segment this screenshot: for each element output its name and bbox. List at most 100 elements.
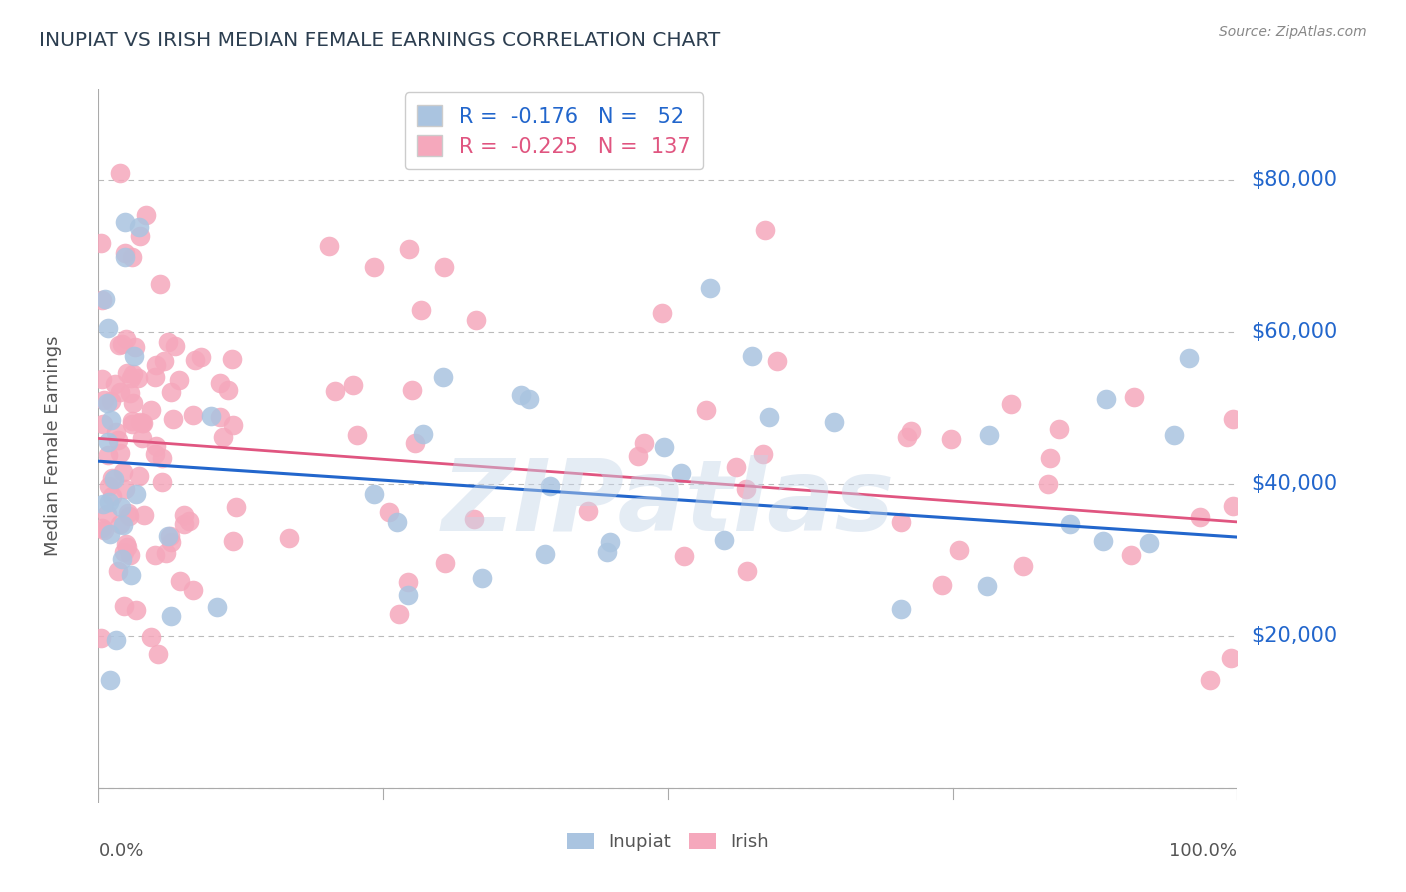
Point — [160, 534, 183, 549]
Point — [124, 340, 146, 354]
Point — [208, 376, 231, 391]
Point — [401, 384, 423, 398]
Point — [633, 436, 655, 450]
Point — [671, 466, 693, 480]
Point — [318, 239, 340, 253]
Point — [108, 385, 131, 400]
Point — [221, 351, 243, 366]
Text: INUPIAT VS IRISH MEDIAN FEMALE EARNINGS CORRELATION CHART: INUPIAT VS IRISH MEDIAN FEMALE EARNINGS … — [39, 31, 721, 50]
Point — [163, 339, 186, 353]
Point — [931, 577, 953, 591]
Point — [131, 416, 153, 430]
Point — [627, 449, 650, 463]
Point — [93, 393, 115, 408]
Point — [1011, 559, 1033, 574]
Text: Source: ZipAtlas.com: Source: ZipAtlas.com — [1219, 25, 1367, 39]
Point — [146, 647, 169, 661]
Point — [143, 548, 166, 562]
Point — [122, 396, 145, 410]
Point — [90, 293, 112, 307]
Point — [143, 447, 166, 461]
Point — [754, 223, 776, 237]
Point — [150, 475, 173, 489]
Point — [122, 349, 145, 363]
Point — [205, 600, 228, 615]
Point — [463, 512, 485, 526]
Point — [120, 567, 142, 582]
Point — [90, 236, 112, 251]
Point — [651, 305, 673, 319]
Point — [1092, 534, 1115, 549]
Point — [114, 483, 136, 497]
Point — [157, 528, 180, 542]
Point — [433, 260, 456, 274]
Point — [890, 515, 912, 529]
Point — [114, 332, 136, 346]
Point — [98, 673, 121, 687]
Point — [190, 350, 212, 364]
Point — [183, 583, 205, 598]
Point — [125, 602, 148, 616]
Point — [97, 479, 120, 493]
Point — [145, 359, 167, 373]
Point — [432, 369, 454, 384]
Point — [104, 425, 127, 440]
Point — [396, 588, 419, 602]
Point — [120, 548, 142, 562]
Point — [1219, 651, 1241, 665]
Point — [111, 552, 134, 566]
Point — [735, 564, 758, 578]
Point — [134, 508, 156, 522]
Point — [890, 602, 912, 616]
Point — [131, 417, 153, 431]
Point — [595, 545, 617, 559]
Point — [98, 495, 121, 509]
Point — [1121, 548, 1143, 562]
Point — [90, 521, 112, 535]
Point — [323, 384, 346, 399]
Point — [112, 545, 135, 559]
Point — [93, 523, 115, 537]
Point — [277, 531, 299, 545]
Point — [181, 409, 204, 423]
Point — [156, 335, 179, 350]
Point — [117, 506, 139, 520]
Point — [1036, 477, 1059, 491]
Point — [97, 448, 120, 462]
Point — [1095, 392, 1118, 406]
Point — [96, 507, 118, 521]
Point — [93, 497, 115, 511]
Point — [377, 505, 399, 519]
Point — [673, 549, 696, 563]
Text: $80,000: $80,000 — [1251, 170, 1337, 190]
Point — [471, 571, 494, 585]
Point — [977, 427, 1000, 442]
Point — [735, 482, 758, 496]
Point — [145, 439, 167, 453]
Point — [160, 608, 183, 623]
Point — [114, 250, 136, 264]
Point — [173, 508, 195, 522]
Point — [948, 543, 970, 558]
Point — [101, 489, 124, 503]
Point — [752, 447, 775, 461]
Point — [97, 320, 120, 334]
Point — [128, 219, 150, 234]
Point — [111, 336, 134, 351]
Point — [1047, 422, 1070, 436]
Point — [1123, 390, 1146, 404]
Point — [135, 208, 157, 222]
Point — [1000, 397, 1022, 411]
Text: 0.0%: 0.0% — [98, 842, 143, 860]
Point — [534, 547, 557, 561]
Point — [713, 533, 735, 547]
Point — [107, 433, 129, 447]
Legend: Inupiat, Irish: Inupiat, Irish — [560, 825, 776, 858]
Point — [100, 413, 122, 427]
Point — [129, 228, 152, 243]
Point — [167, 373, 190, 387]
Point — [104, 377, 127, 392]
Point — [1199, 673, 1222, 687]
Point — [143, 369, 166, 384]
Point — [127, 371, 149, 385]
